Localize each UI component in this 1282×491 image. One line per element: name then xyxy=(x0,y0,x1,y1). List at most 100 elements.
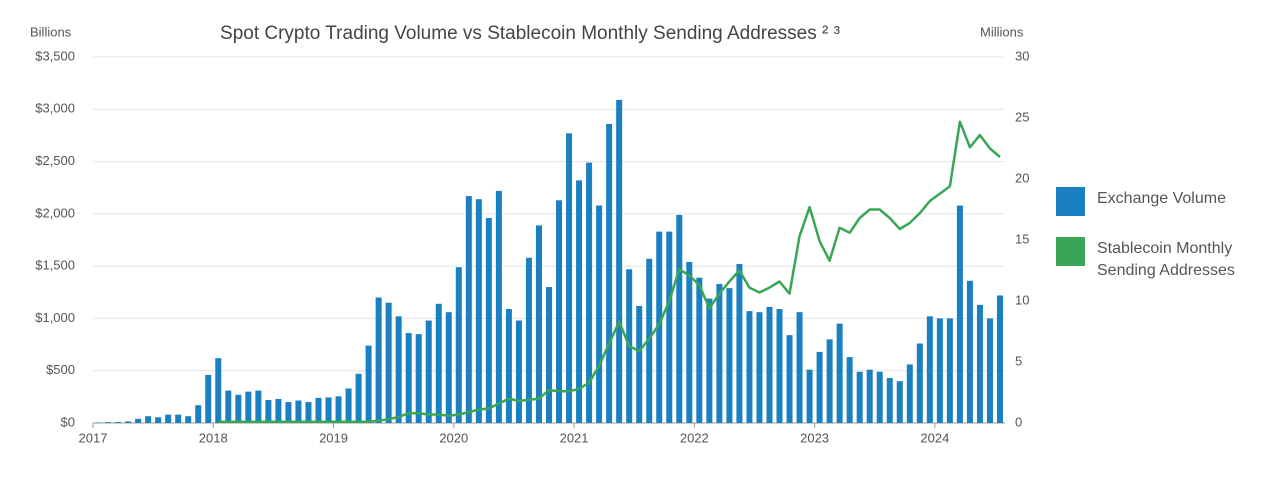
bar xyxy=(255,390,262,423)
bar xyxy=(556,200,563,423)
bar xyxy=(445,312,452,423)
y-tick-label: $2,000 xyxy=(35,205,75,220)
bar xyxy=(425,320,432,423)
bar xyxy=(996,295,1003,423)
y2-tick-label: 15 xyxy=(1015,231,1029,246)
bar xyxy=(966,280,973,423)
bar xyxy=(285,402,292,423)
bar xyxy=(185,416,192,423)
x-tick-label: 2018 xyxy=(199,430,228,445)
bar xyxy=(726,288,733,423)
bar xyxy=(676,214,683,423)
legend-label: Exchange Volume xyxy=(1097,190,1226,207)
bar xyxy=(235,394,242,423)
bar xyxy=(215,358,222,423)
bar xyxy=(225,390,232,423)
bar xyxy=(566,133,573,423)
bar xyxy=(576,180,583,423)
bar xyxy=(636,305,643,423)
x-tick-label: 2017 xyxy=(79,430,108,445)
x-tick-label: 2023 xyxy=(800,430,829,445)
bar xyxy=(365,345,372,423)
legend-swatch xyxy=(1056,237,1085,266)
x-tick-label: 2022 xyxy=(680,430,709,445)
y2-tick-label: 10 xyxy=(1015,292,1029,307)
bar xyxy=(986,318,993,423)
bar xyxy=(195,405,202,423)
bar xyxy=(716,283,723,423)
chart-title: Spot Crypto Trading Volume vs Stablecoin… xyxy=(220,23,840,44)
bar xyxy=(525,257,532,423)
legend-label: Stablecoin Monthly Sending Addresses xyxy=(1097,240,1235,279)
line xyxy=(218,120,1001,424)
bar xyxy=(856,371,863,423)
bar xyxy=(315,397,322,423)
bar xyxy=(145,416,152,423)
bar xyxy=(275,398,282,423)
bar xyxy=(746,311,753,423)
bar xyxy=(916,343,923,423)
x-tick-label: 2020 xyxy=(439,430,468,445)
bar xyxy=(876,371,883,423)
bar xyxy=(696,277,703,423)
y2-axis-label: Millions xyxy=(980,24,1024,39)
y-tick-label: $1,000 xyxy=(35,310,75,325)
bar xyxy=(455,267,462,423)
bar xyxy=(616,99,623,424)
bar xyxy=(395,316,402,423)
bar xyxy=(135,418,142,423)
bar xyxy=(686,261,693,423)
bar xyxy=(646,258,653,423)
bar xyxy=(596,205,603,423)
bar xyxy=(305,402,312,423)
bar xyxy=(776,309,783,423)
bar xyxy=(836,323,843,423)
bar xyxy=(105,422,112,423)
y-tick-label: $0 xyxy=(61,414,75,429)
y2-tick-label: 25 xyxy=(1015,109,1029,124)
bar xyxy=(415,334,422,423)
bar xyxy=(375,297,382,423)
bar xyxy=(866,369,873,423)
x-tick-label: 2019 xyxy=(319,430,348,445)
bar xyxy=(335,396,342,423)
bar xyxy=(956,205,963,423)
bar xyxy=(766,306,773,423)
bar xyxy=(175,414,182,423)
y-tick-label: $1,500 xyxy=(35,258,75,273)
bar xyxy=(586,162,593,424)
bar xyxy=(896,381,903,423)
y2-tick-label: 5 xyxy=(1015,353,1022,368)
bar xyxy=(666,231,673,423)
y2-tick-label: 0 xyxy=(1015,414,1022,429)
bar xyxy=(656,231,663,423)
bar xyxy=(786,335,793,423)
y-tick-label: $3,000 xyxy=(35,101,75,116)
bar xyxy=(155,417,162,423)
bar xyxy=(535,225,542,423)
bar xyxy=(545,287,553,423)
y2-tick-label: 20 xyxy=(1015,170,1029,185)
bar xyxy=(245,391,252,423)
bar xyxy=(95,422,102,423)
bar xyxy=(936,318,943,423)
bar xyxy=(405,333,412,423)
bar xyxy=(295,400,302,423)
bar xyxy=(115,421,122,423)
bar xyxy=(495,190,502,423)
y2-tick-label: 30 xyxy=(1015,48,1029,63)
bar xyxy=(736,264,743,423)
bar xyxy=(946,318,953,423)
bar xyxy=(465,196,472,423)
bar xyxy=(265,399,272,423)
bar xyxy=(816,351,823,423)
bar xyxy=(165,414,172,423)
bar xyxy=(756,312,763,423)
bar xyxy=(515,320,522,423)
bar xyxy=(906,364,913,423)
bar xyxy=(505,309,512,423)
bar xyxy=(846,357,853,423)
y-tick-label: $3,500 xyxy=(35,48,75,63)
bar xyxy=(325,397,332,423)
bar xyxy=(886,378,893,423)
